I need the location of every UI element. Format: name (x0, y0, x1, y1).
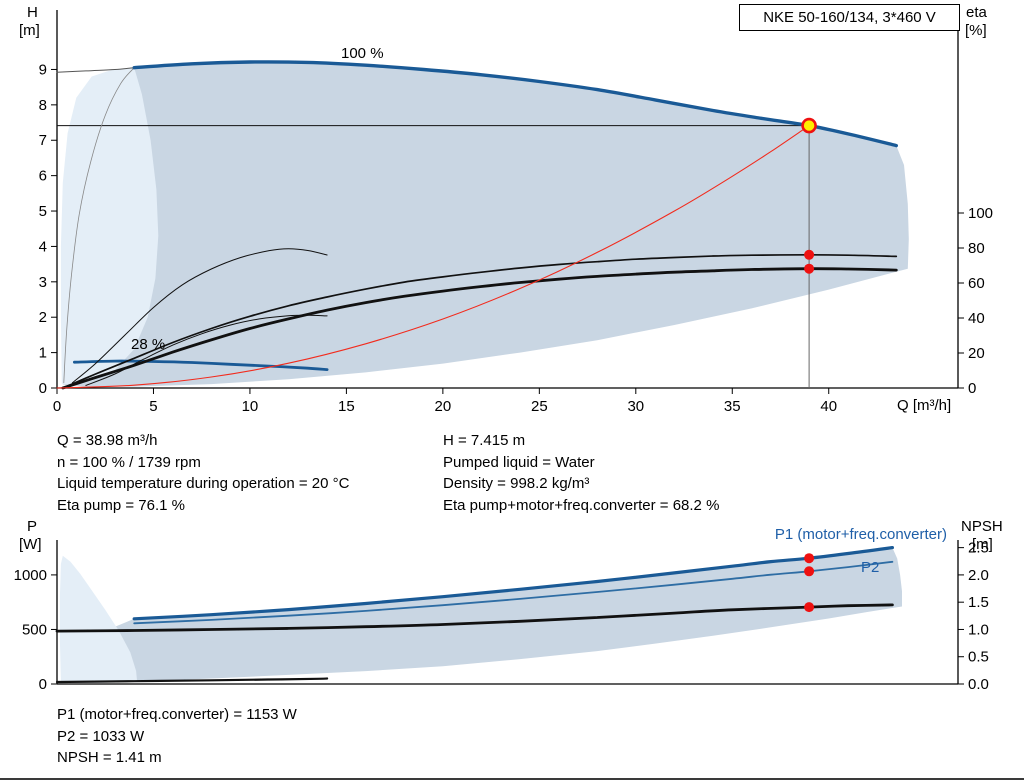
power-axis-symbol: P (27, 518, 38, 535)
result-line-p1: P1 (motor+freq.converter) = 1153 W (57, 706, 297, 723)
p1-curve-label: P1 (motor+freq.converter) (774, 526, 947, 543)
speed-100-curve (132, 60, 898, 148)
tick-label: 2.5 (968, 540, 989, 557)
tick-label: 0.0 (968, 676, 989, 693)
p2-curve-label: P2 (861, 559, 880, 576)
p1-point (804, 553, 815, 564)
power-chart: 0 500 1000 0.0 0.5 1.0 1.5 2.0 2.5 (14, 540, 989, 693)
info-line-liquid: Pumped liquid = Water (443, 453, 595, 471)
tick-label: 8 (39, 97, 47, 114)
eta-pump-point (804, 249, 815, 260)
tick-label: 30 (627, 398, 644, 415)
info-line-flow: Q = 38.98 m³/h (57, 432, 158, 449)
speed-100-label: 100 % (341, 45, 384, 62)
npsh-axis-unit: [m] (972, 536, 993, 553)
tick-label: 25 (531, 398, 548, 415)
tick-label: 4 (39, 238, 47, 255)
eta-axis-unit: [%] (965, 22, 987, 39)
info-line-eta-pump: Eta pump = 76.1 % (57, 496, 185, 514)
eta-axis-symbol: eta (966, 4, 987, 21)
tick-label: 80 (968, 240, 985, 257)
flow-axis-label: Q [m³/h] (897, 397, 952, 414)
tick-label: 2 (39, 309, 47, 326)
info-line-temperature: Liquid temperature during operation = 20… (57, 475, 350, 492)
p-min-speed-curve (55, 677, 329, 684)
speed-28-label: 28 % (131, 336, 166, 353)
eta-reduced-curve-1 (71, 248, 328, 384)
tick-label: 40 (968, 310, 985, 327)
duty-info-right: H = 7.415 m Pumped liquid = Water Densit… (443, 430, 719, 516)
speed-28-curve (73, 359, 329, 371)
tick-label: 3 (39, 274, 47, 291)
tick-label: 0 (39, 380, 47, 397)
pump-type-box: NKE 50-160/134, 3*460 V (739, 4, 960, 31)
tick-label: 0 (39, 676, 47, 693)
speed-100-tail (56, 67, 135, 73)
tick-label: 40 (820, 398, 837, 415)
info-line-density: Density = 998.2 kg/m³ (443, 475, 590, 492)
tick-label: 0.5 (968, 649, 989, 666)
head-axis-unit: [m] (19, 22, 40, 39)
tick-label: 1.0 (968, 621, 989, 638)
info-line-eta-total: Eta pump+motor+freq.converter = 68.2 % (443, 496, 720, 514)
p2-point (804, 566, 815, 577)
operating-envelope (62, 62, 909, 387)
power-envelope (62, 547, 903, 683)
tick-label: 100 (968, 205, 993, 222)
tick-label: 1 (39, 345, 47, 362)
power-results: P1 (motor+freq.converter) = 1153 W P2 = … (57, 704, 297, 769)
head-chart: 0 5 10 15 20 25 30 35 40 0 1 2 3 4 5 6 7 8 9 0 20 40 60 80 100 (39, 10, 993, 415)
duty-point-marker[interactable] (801, 117, 817, 134)
tick-label: 1.5 (968, 594, 989, 611)
control-curve (56, 125, 810, 389)
tick-label: 20 (435, 398, 452, 415)
tick-label: 6 (39, 168, 47, 185)
tick-label: 5 (39, 203, 47, 220)
envelope-left-edge (63, 67, 135, 384)
tick-label: 35 (724, 398, 741, 415)
eta-total-curve (61, 267, 898, 390)
tick-label: 7 (39, 132, 47, 149)
tick-label: 9 (39, 61, 47, 78)
min-flow-region (60, 67, 159, 385)
eta-total-point (804, 263, 815, 274)
tick-label: 1000 (14, 567, 47, 584)
result-line-p2: P2 = 1033 W (57, 727, 145, 745)
duty-info-left: Q = 38.98 m³/h n = 100 % / 1739 rpm Liqu… (57, 430, 349, 516)
eta-pump-curve (61, 253, 898, 389)
tick-label: 0 (53, 398, 61, 415)
tick-label: 0 (968, 380, 976, 397)
info-line-head: H = 7.415 m (443, 432, 526, 449)
window-bottom-edge (0, 778, 1024, 780)
npsh-point (804, 602, 815, 613)
tick-label: 20 (968, 345, 985, 362)
npsh-axis-symbol: NPSH (961, 518, 1003, 535)
head-axis-symbol: H (27, 4, 38, 21)
tick-label: 10 (242, 398, 259, 415)
tick-label: 60 (968, 275, 985, 292)
tick-label: 2.0 (968, 567, 989, 584)
tick-label: 15 (338, 398, 355, 415)
power-min-flow-region (59, 555, 138, 683)
power-axis-unit: [W] (19, 536, 42, 553)
info-line-speed: n = 100 % / 1739 rpm (57, 453, 201, 471)
tick-label: 500 (22, 621, 47, 638)
result-line-npsh: NPSH = 1.41 m (57, 749, 162, 766)
tick-label: 5 (149, 398, 157, 415)
